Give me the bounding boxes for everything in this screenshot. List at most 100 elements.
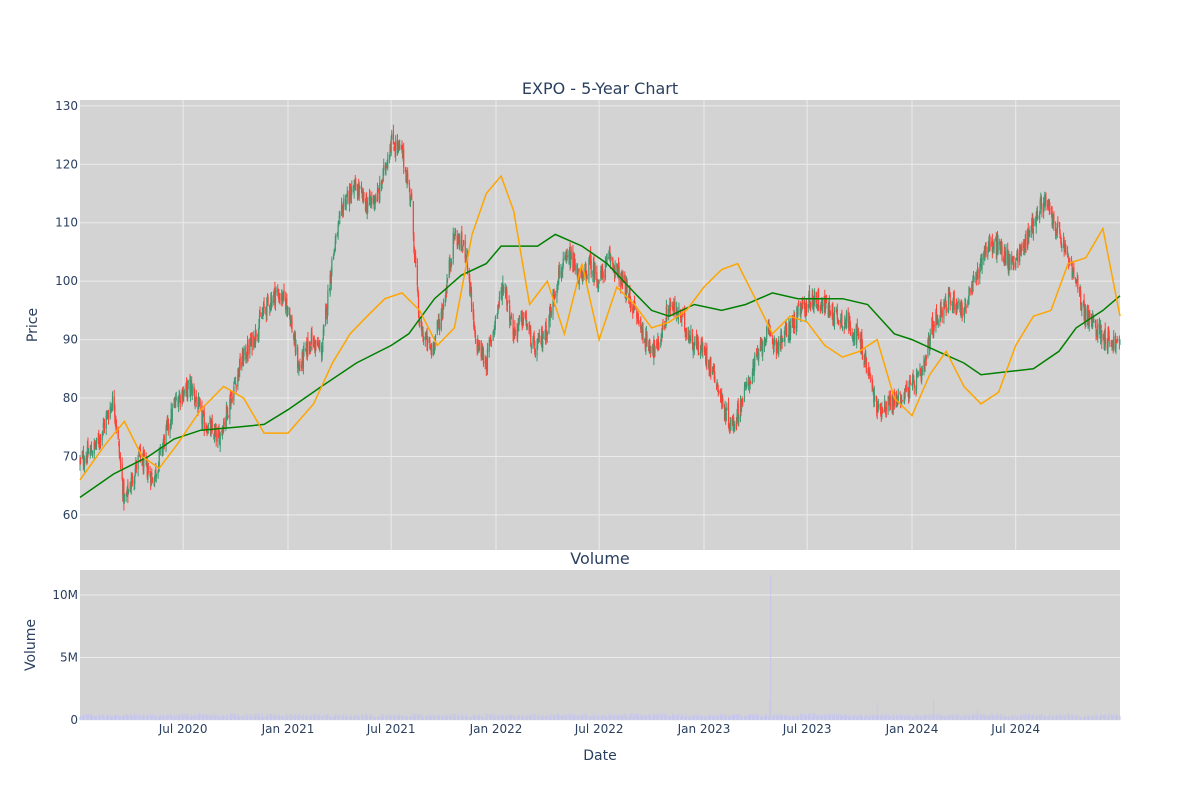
volume-bar [1040,713,1042,720]
volume-bar [996,717,998,720]
candle-body [892,395,894,413]
candle-body [869,377,871,379]
candle-body [735,423,738,425]
volume-bar [211,716,213,720]
volume-bar [596,717,598,720]
candle-body [87,443,89,456]
candle-body [912,375,914,377]
volume-bar [586,717,588,720]
volume-bar [514,715,516,720]
volume-bar [1015,717,1017,720]
volume-bar [783,714,785,720]
volume-bar [641,716,643,720]
candle-body [1060,236,1062,240]
volume-bar [740,714,742,720]
volume-bar [299,714,301,720]
volume-bar [381,714,383,720]
candle-body [1114,335,1117,350]
volume-bar [1092,715,1094,720]
candle-body [929,341,931,350]
volume-bar [314,714,316,720]
volume-bar [386,714,388,720]
volume-bar [820,716,822,720]
volume-bar [823,714,825,720]
candle-body [796,307,798,328]
volume-bar [195,717,197,720]
volume-bar [460,716,462,720]
candle-body [153,483,155,486]
volume-bar [819,714,821,720]
volume-bar [369,717,371,720]
volume-bar [876,702,878,720]
volume-bar [297,714,299,720]
volume-bar [1023,714,1025,720]
candle-body [155,474,157,478]
candle-body [542,340,544,349]
candle-body [717,389,719,391]
volume-bar [995,716,997,720]
candle-body [335,234,337,239]
volume-bar [1028,713,1030,720]
candle-body [905,384,907,391]
candle-body [983,252,985,260]
volume-bar [542,715,544,720]
volume-bar [465,713,467,720]
volume-bar [1004,716,1006,720]
volume-bar [712,716,714,720]
candle-body [784,327,786,341]
volume-bar [345,713,347,720]
candle-body [1033,219,1035,227]
candle-body [302,349,304,369]
candle-body [751,371,754,381]
candle-body [856,327,858,342]
volume-bar [1031,715,1033,720]
volume-bar [590,716,592,720]
candle-body [759,341,762,351]
candle-body [411,192,413,201]
volume-bar [1009,717,1011,720]
candle-body [226,407,229,419]
volume-bar [181,713,183,720]
candle-body [699,346,702,357]
candle-body [1061,245,1063,248]
volume-bar [258,715,260,720]
volume-bar [157,716,159,720]
volume-bar [1083,716,1085,720]
volume-bar [485,714,487,720]
volume-bar [684,717,686,720]
volume-bar [1020,716,1022,720]
candle-body [836,308,838,320]
volume-bar [721,716,723,720]
volume-bar [118,715,120,720]
candle-body [303,348,305,352]
volume-bar [578,715,580,720]
candle-body [695,333,698,349]
volume-bar [89,713,91,720]
volume-bar [544,716,546,720]
candle-body [765,339,767,344]
volume-bar [146,715,148,720]
candle-body [110,406,112,408]
volume-bar [526,715,528,720]
candle-body [594,266,596,274]
candle-body [355,182,357,191]
volume-bar [281,716,283,720]
volume-bar [881,714,883,720]
volume-bar [410,716,412,720]
candle-body [158,451,160,466]
volume-bar [442,716,444,720]
candle-body [845,312,848,324]
volume-bar [147,715,149,720]
volume-bar [901,715,903,720]
volume-bar [929,717,931,720]
volume-bar [725,713,727,720]
candle-body [965,306,967,308]
candle-body [498,296,501,303]
volume-bar [494,716,496,720]
volume-bar [656,714,658,720]
volume-bar [795,715,797,720]
volume-bar [162,714,164,720]
volume-bar [884,715,886,720]
candle-body [1032,219,1034,233]
volume-bar [1104,713,1106,720]
